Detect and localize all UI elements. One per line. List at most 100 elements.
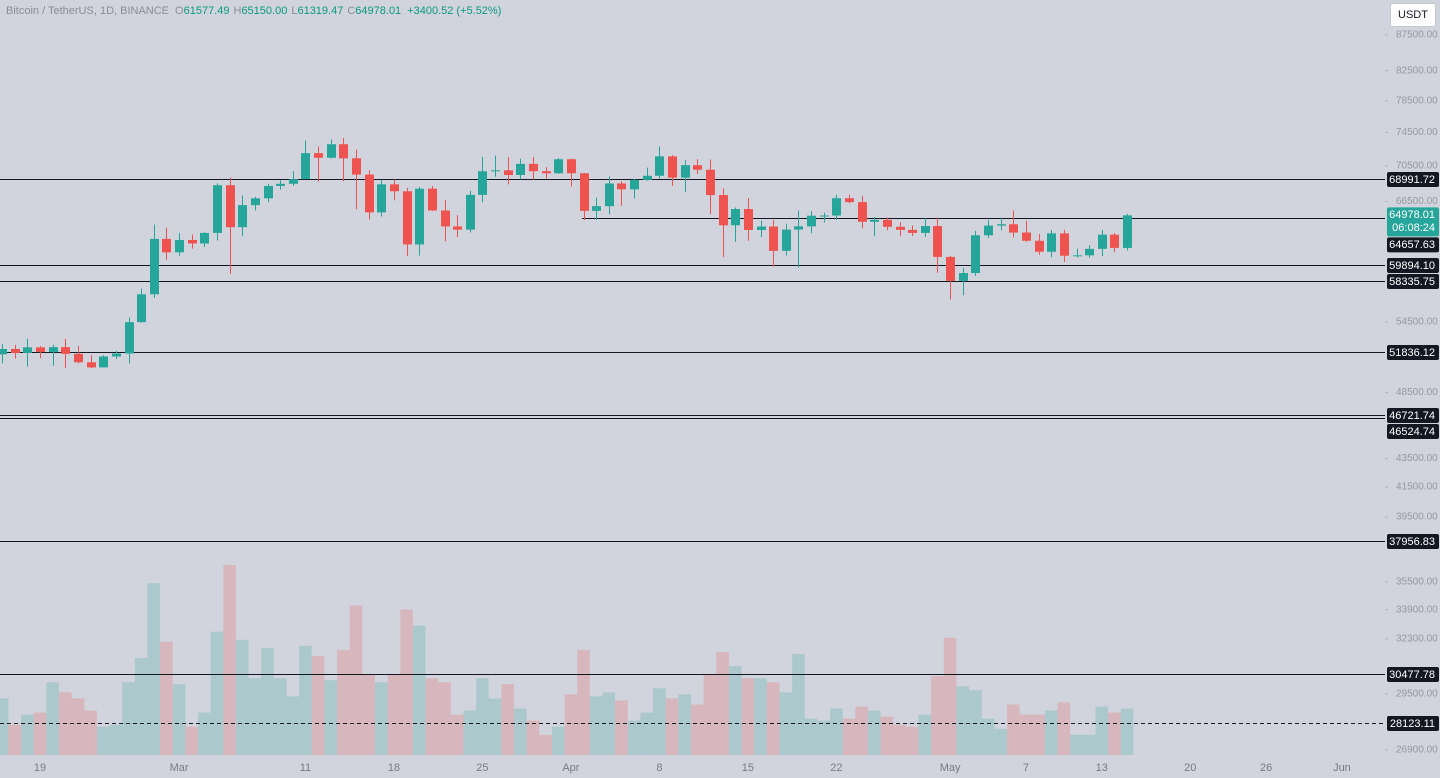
candle-body (276, 183, 285, 186)
y-tick-label: 70500.00 (1396, 161, 1438, 172)
volume-bar (235, 639, 249, 755)
volume-bar (185, 726, 198, 755)
candle-body (592, 206, 601, 211)
candle-body (820, 215, 829, 217)
ohlc-value: 61319.47 (297, 5, 344, 17)
volume-bar (602, 692, 616, 755)
volume-bar (1108, 712, 1121, 755)
ohlc-value: 64978.01 (355, 5, 402, 17)
symbol-title: Bitcoin / TetherUS, 1D, BINANCE (6, 5, 170, 17)
ohlc-item: C64978.01 (347, 5, 401, 17)
x-tick-label: Apr (562, 762, 579, 774)
candle-body (314, 153, 323, 158)
candle-body (11, 348, 20, 353)
x-tick-label: 20 (1184, 762, 1196, 774)
candle-body (959, 273, 968, 281)
y-tick-label: 32300.00 (1396, 634, 1438, 645)
volume-bar (792, 653, 805, 755)
volume-bar (122, 682, 135, 755)
change: +3400.52 (+5.52%) (407, 5, 502, 17)
candle-body (327, 144, 336, 158)
price-badge (1387, 345, 1439, 360)
candle-body (428, 188, 437, 211)
volume-bar (261, 647, 274, 755)
y-tick-label: 26900.00 (1396, 744, 1438, 755)
candle-body (1085, 248, 1094, 256)
price-badge (1387, 408, 1439, 423)
candle-body (137, 294, 146, 323)
volume-bar (248, 678, 262, 755)
volume-bar (463, 710, 477, 755)
price-badge (1387, 667, 1439, 682)
volume-bar (893, 724, 906, 755)
volume-bar (577, 649, 590, 755)
candle-body (1073, 255, 1082, 257)
volume-bar (931, 676, 944, 755)
candle-body (213, 185, 222, 233)
ohlc-item: H65150.00 (233, 5, 287, 17)
candle-body (997, 224, 1006, 226)
volume-bar (539, 734, 552, 755)
legend: Bitcoin / TetherUS, 1D, BINANCE O61577.4… (6, 5, 501, 17)
y-tick-label: 41500.00 (1396, 482, 1438, 493)
candle-body (769, 226, 778, 251)
candle-body (289, 179, 298, 184)
volume-bar (514, 708, 527, 755)
y-tick-label: 35500.00 (1396, 576, 1438, 587)
candle-body (74, 353, 83, 363)
volume-bar (134, 657, 148, 755)
volume-bar (943, 637, 957, 755)
volume-bar (438, 682, 451, 755)
candle-body (339, 144, 348, 159)
x-tick-label: 26 (1260, 762, 1272, 774)
x-tick-label: 8 (656, 762, 662, 774)
price-badge-label: 37956.83 (1389, 536, 1435, 548)
volume-bar (1082, 734, 1096, 755)
candle-body (731, 209, 740, 226)
candle-body (567, 159, 576, 174)
price-badge-label: 58335.75 (1389, 276, 1435, 288)
candle-body (125, 322, 134, 354)
volume-bar (337, 649, 350, 755)
volume-bar (286, 696, 300, 755)
candle-body (87, 362, 96, 368)
candle-body (807, 215, 816, 227)
volume-bar (969, 690, 982, 755)
last-price-label: 64978.01 (1389, 209, 1435, 221)
candle-body (845, 198, 854, 203)
x-tick-label: 19 (34, 762, 46, 774)
volume-bar (223, 565, 236, 755)
candle-body (377, 184, 386, 213)
candle-body (365, 174, 374, 213)
volume-bar (299, 645, 312, 755)
currency-button[interactable]: USDT (1390, 3, 1436, 27)
candle-body (896, 226, 905, 230)
volume-bar (1044, 710, 1058, 755)
y-tick-label: 48500.00 (1396, 387, 1438, 398)
candle-body (150, 238, 159, 295)
volume-bar (564, 694, 578, 755)
candle-body (908, 229, 917, 233)
candle-body (453, 226, 462, 230)
volume-bar (867, 710, 881, 755)
volume-bar (804, 718, 818, 755)
candle-body (175, 239, 184, 253)
y-tick-label: 43500.00 (1396, 453, 1438, 464)
candle-body (415, 188, 424, 245)
volume-bar (703, 674, 717, 755)
candle-body (0, 348, 7, 355)
y-tick-label: 39500.00 (1396, 512, 1438, 523)
volume-bar (905, 726, 919, 755)
ohlc-values: O61577.49 H65150.00 L61319.47 C64978.01 (175, 5, 401, 17)
candle-body (478, 171, 487, 195)
volume-bar (1057, 702, 1071, 755)
volume-bar (450, 714, 464, 755)
volume-bar (375, 682, 388, 755)
countdown-label: 06:08:24 (1392, 222, 1435, 234)
y-tick-label: 87500.00 (1396, 30, 1438, 41)
volume-bar (349, 605, 363, 755)
price-badge-label: 46721.74 (1389, 410, 1435, 422)
volume-bar (918, 714, 932, 755)
volume-bar (273, 678, 287, 755)
